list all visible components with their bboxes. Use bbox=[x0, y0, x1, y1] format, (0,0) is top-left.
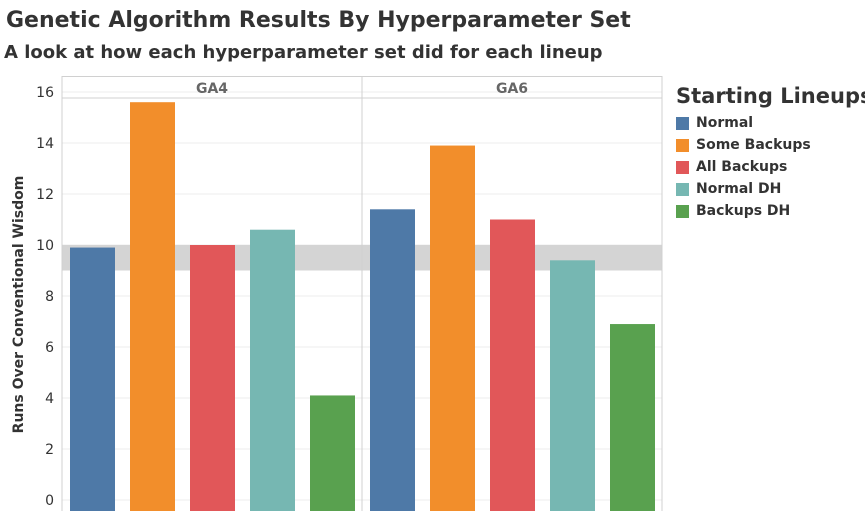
bar-ga6-normal bbox=[370, 209, 415, 512]
y-tick-label: 10 bbox=[36, 238, 54, 254]
legend-label: Backups DH bbox=[696, 203, 791, 219]
y-tick-label: 14 bbox=[36, 136, 54, 152]
legend: Starting Lineups Normal Some Backups All B… bbox=[676, 84, 865, 222]
legend-label: All Backups bbox=[696, 159, 788, 175]
y-tick-label: 6 bbox=[45, 340, 54, 356]
legend-swatch bbox=[676, 116, 689, 130]
bar-ga6-some-backups bbox=[430, 145, 475, 512]
bar-ga4-normal bbox=[70, 247, 115, 512]
panel-header-ga6: GA6 bbox=[496, 81, 528, 97]
bar-ga6-all-backups bbox=[490, 219, 535, 511]
legend-swatch bbox=[676, 138, 689, 152]
bar-ga4-normal-dh bbox=[250, 229, 295, 511]
chart-subtitle: A look at how each hyperparameter set di… bbox=[4, 42, 603, 63]
bar-ga6-normal-dh bbox=[550, 260, 595, 511]
legend-items: Normal Some Backups All Backups Normal DH Ba… bbox=[676, 112, 865, 222]
legend-item: Some Backups bbox=[676, 134, 865, 156]
y-tick-label: 4 bbox=[45, 391, 54, 407]
legend-swatch bbox=[676, 204, 689, 218]
legend-title: Starting Lineups bbox=[676, 84, 865, 108]
legend-item: Backups DH bbox=[676, 200, 865, 222]
bar-ga4-all-backups bbox=[190, 245, 235, 511]
y-axis-label: Runs Over Conventional Wisdom bbox=[11, 176, 27, 434]
y-tick-label: 0 bbox=[45, 493, 54, 509]
legend-swatch bbox=[676, 182, 689, 196]
legend-label: Normal bbox=[696, 115, 754, 131]
bar-ga6-backups-dh bbox=[610, 324, 655, 511]
legend-label: Normal DH bbox=[696, 181, 782, 197]
legend-swatch bbox=[676, 160, 689, 174]
y-tick-label: 16 bbox=[36, 85, 54, 101]
legend-item: Normal bbox=[676, 112, 865, 134]
bar-ga4-some-backups bbox=[130, 102, 175, 511]
legend-item: Normal DH bbox=[676, 178, 865, 200]
y-tick-label: 12 bbox=[36, 187, 54, 203]
legend-item: All Backups bbox=[676, 156, 865, 178]
panel-header-ga4: GA4 bbox=[196, 81, 228, 97]
bar-ga4-backups-dh bbox=[310, 395, 355, 511]
legend-label: Some Backups bbox=[696, 137, 811, 153]
chart-title: Genetic Algorithm Results By Hyperparame… bbox=[6, 8, 631, 33]
y-tick-label: 8 bbox=[45, 289, 54, 305]
y-tick-label: 2 bbox=[45, 442, 54, 458]
